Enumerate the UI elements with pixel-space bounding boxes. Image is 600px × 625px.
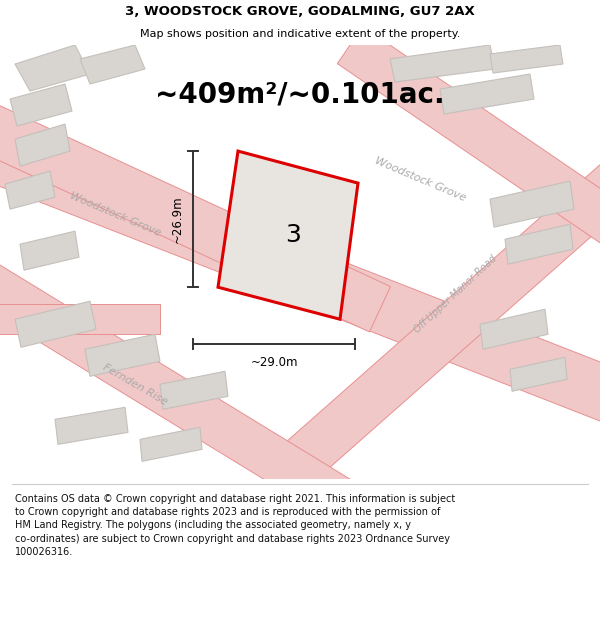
Text: Woodstock Grove: Woodstock Grove xyxy=(373,156,467,203)
Text: ~29.0m: ~29.0m xyxy=(250,356,298,369)
Polygon shape xyxy=(15,45,90,91)
Polygon shape xyxy=(20,231,79,270)
Polygon shape xyxy=(440,74,534,114)
Polygon shape xyxy=(160,371,228,409)
Polygon shape xyxy=(85,334,160,376)
Polygon shape xyxy=(140,428,202,461)
Text: Woodstock Grove: Woodstock Grove xyxy=(68,191,162,238)
Polygon shape xyxy=(0,260,352,519)
Text: 3, WOODSTOCK GROVE, GODALMING, GU7 2AX: 3, WOODSTOCK GROVE, GODALMING, GU7 2AX xyxy=(125,5,475,18)
Polygon shape xyxy=(390,45,495,82)
Polygon shape xyxy=(10,84,72,126)
Polygon shape xyxy=(490,45,563,73)
Polygon shape xyxy=(480,309,548,349)
Polygon shape xyxy=(242,177,330,298)
Text: Contains OS data © Crown copyright and database right 2021. This information is : Contains OS data © Crown copyright and d… xyxy=(15,494,455,557)
Polygon shape xyxy=(15,124,70,166)
Text: ~409m²/~0.101ac.: ~409m²/~0.101ac. xyxy=(155,80,445,108)
Text: Map shows position and indicative extent of the property.: Map shows position and indicative extent… xyxy=(140,29,460,39)
Polygon shape xyxy=(55,408,128,444)
Polygon shape xyxy=(510,357,567,391)
Text: 3: 3 xyxy=(286,223,301,247)
Polygon shape xyxy=(5,171,55,209)
Polygon shape xyxy=(0,101,391,332)
Polygon shape xyxy=(15,301,96,348)
Polygon shape xyxy=(490,181,574,227)
Polygon shape xyxy=(80,45,145,84)
Polygon shape xyxy=(0,124,600,425)
Polygon shape xyxy=(264,161,600,498)
Polygon shape xyxy=(505,224,573,264)
Text: Fernden Rise: Fernden Rise xyxy=(101,362,169,407)
Text: ~26.9m: ~26.9m xyxy=(170,196,184,243)
Text: Off Upper Manor Road: Off Upper Manor Road xyxy=(412,253,498,335)
Polygon shape xyxy=(337,26,600,248)
Polygon shape xyxy=(218,151,358,319)
Polygon shape xyxy=(0,304,160,334)
